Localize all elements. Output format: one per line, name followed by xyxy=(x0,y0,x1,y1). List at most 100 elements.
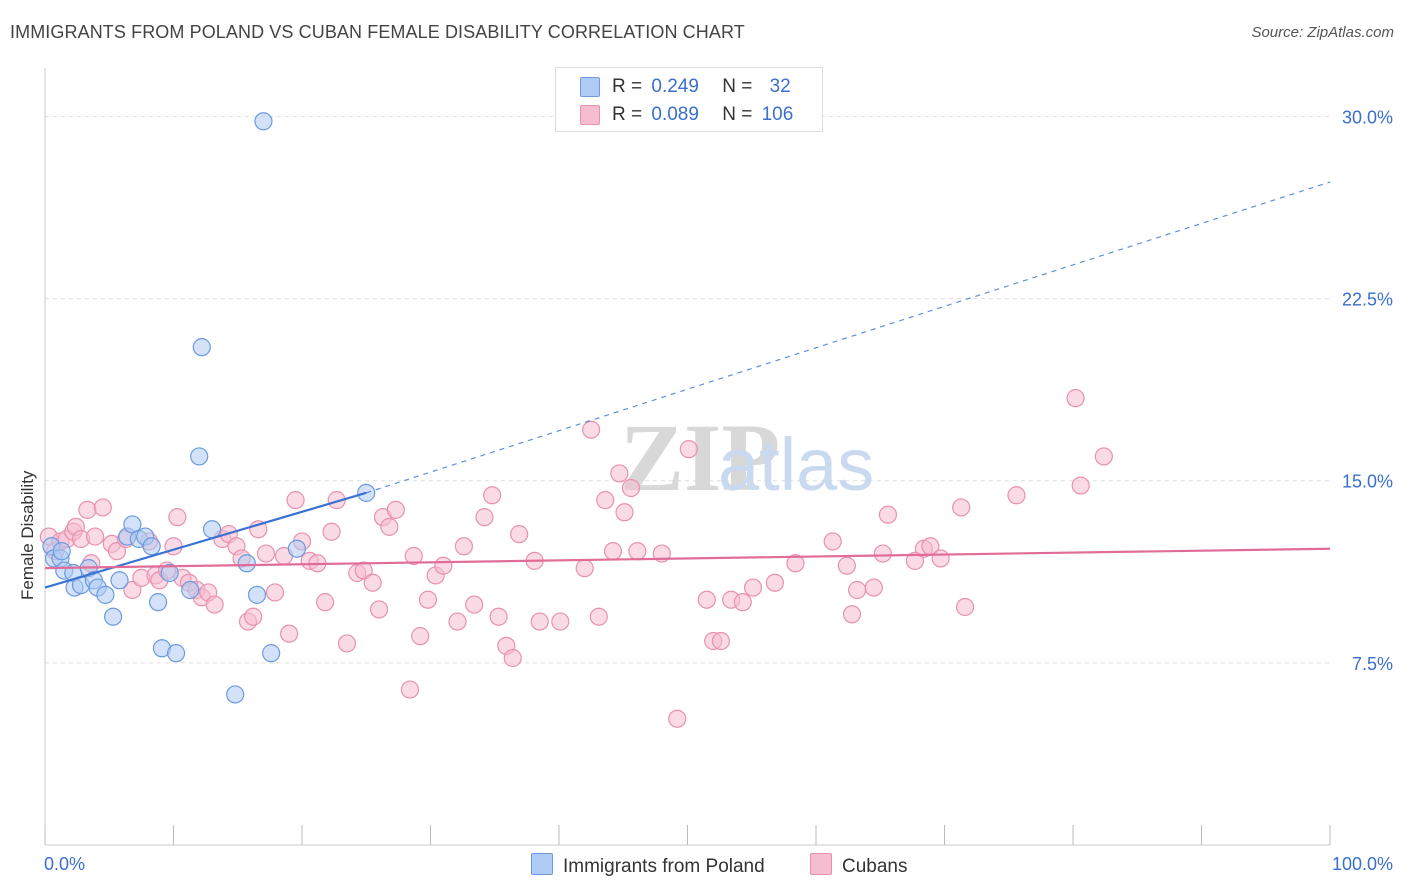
cuban-point xyxy=(354,561,373,580)
cubans-points xyxy=(39,389,1113,728)
legend-r-label: R = xyxy=(612,104,643,125)
poland-points xyxy=(42,112,376,704)
cuban-point xyxy=(411,627,430,646)
poland-trend-line xyxy=(44,491,367,589)
trend-lines xyxy=(44,181,1331,589)
y-axis-label: Female Disability xyxy=(18,470,37,600)
cuban-point xyxy=(596,491,615,510)
cuban-point xyxy=(955,597,975,617)
cuban-point xyxy=(952,498,971,517)
cuban-point xyxy=(107,542,127,561)
poland-point xyxy=(52,542,71,561)
cuban-point xyxy=(286,491,305,510)
poland-point xyxy=(142,537,161,556)
cuban-point xyxy=(733,593,752,612)
grid-lines xyxy=(45,115,1330,664)
poland-point xyxy=(287,539,306,558)
cuban-point xyxy=(503,648,522,668)
cuban-point xyxy=(697,590,716,609)
cuban-point xyxy=(434,556,453,575)
x-tick-label: 0.0% xyxy=(44,854,85,874)
cuban-point xyxy=(380,517,399,536)
cuban-point xyxy=(205,595,224,614)
poland-point xyxy=(254,112,273,131)
cuban-point xyxy=(873,544,892,563)
poland-trend-line-extension xyxy=(366,181,1331,494)
legend-swatch-cubans xyxy=(580,105,600,125)
cuban-point xyxy=(582,420,601,439)
legend-n-value: 106 xyxy=(761,104,794,125)
cuban-point xyxy=(78,500,97,519)
cuban-point xyxy=(589,607,608,626)
cuban-point xyxy=(878,505,898,524)
cuban-point xyxy=(931,549,950,568)
source-credit: Source: ZipAtlas.com xyxy=(1251,24,1394,41)
legend: R = 0.249 N = 32 R = 0.089 N = 106 xyxy=(555,67,823,132)
cuban-point xyxy=(530,612,549,631)
poland-point xyxy=(166,644,186,663)
bottom-legend-label-cubans: Cubans xyxy=(842,856,908,877)
y-tick-label: 30.0% xyxy=(1342,107,1393,127)
poland-point xyxy=(160,563,179,583)
cuban-point xyxy=(1066,389,1085,408)
cuban-point xyxy=(610,464,629,483)
tick-labels: 7.5% 15.0% 22.5% 30.0% 0.0% 100.0% xyxy=(44,107,1393,874)
cuban-point xyxy=(465,595,484,614)
cuban-point xyxy=(1071,476,1090,495)
poland-point xyxy=(262,644,281,663)
chart-title: IMMIGRANTS FROM POLAND VS CUBAN FEMALE D… xyxy=(10,22,745,42)
cuban-point xyxy=(864,578,883,597)
legend-n-label: N = xyxy=(722,76,753,97)
cuban-point xyxy=(603,542,623,561)
cuban-point xyxy=(265,583,285,602)
watermark-zip: ZIP xyxy=(620,404,780,511)
legend-swatch-poland xyxy=(580,77,600,97)
cuban-point xyxy=(404,546,423,566)
cuban-point xyxy=(489,607,508,626)
legend-n-value: 32 xyxy=(769,76,791,97)
cuban-point xyxy=(322,522,341,541)
cuban-point xyxy=(400,680,420,699)
cuban-point xyxy=(551,612,570,631)
cuban-point xyxy=(448,612,467,631)
cuban-point xyxy=(483,486,502,505)
bottom-legend-swatch-cubans xyxy=(810,853,832,875)
cuban-point xyxy=(743,578,763,597)
cuban-point xyxy=(711,631,731,651)
cuban-point xyxy=(386,500,405,519)
cuban-point xyxy=(370,600,389,619)
bottom-legend-swatch-poland xyxy=(531,853,553,875)
cuban-point xyxy=(316,593,335,612)
cuban-point xyxy=(628,542,647,561)
cuban-point xyxy=(905,551,925,570)
cuban-point xyxy=(842,605,862,624)
cuban-point xyxy=(168,508,187,527)
cuban-point xyxy=(786,554,805,573)
poland-point xyxy=(104,607,123,626)
y-tick-label: 7.5% xyxy=(1352,654,1393,674)
cuban-point xyxy=(123,580,142,600)
cuban-point xyxy=(615,503,634,522)
poland-point xyxy=(148,593,168,612)
cuban-point xyxy=(837,556,856,575)
y-tick-label: 22.5% xyxy=(1342,290,1393,310)
poland-point xyxy=(96,585,115,604)
bottom-legend-poland: Immigrants from Poland xyxy=(531,853,765,878)
cuban-point xyxy=(244,607,263,626)
cuban-point xyxy=(363,573,382,592)
axes xyxy=(44,68,1331,846)
poland-point xyxy=(190,447,209,466)
cuban-point xyxy=(256,544,276,563)
cuban-point xyxy=(454,537,474,556)
cuban-point xyxy=(510,525,529,544)
cuban-point xyxy=(86,527,105,546)
cuban-point xyxy=(418,590,438,609)
bottom-legend-cubans: Cubans xyxy=(810,853,908,878)
cuban-point xyxy=(575,559,594,578)
poland-point xyxy=(247,585,267,604)
poland-point xyxy=(237,554,256,573)
poland-point xyxy=(202,520,222,539)
legend-n-label: N = xyxy=(722,104,753,125)
cuban-point xyxy=(848,580,867,600)
